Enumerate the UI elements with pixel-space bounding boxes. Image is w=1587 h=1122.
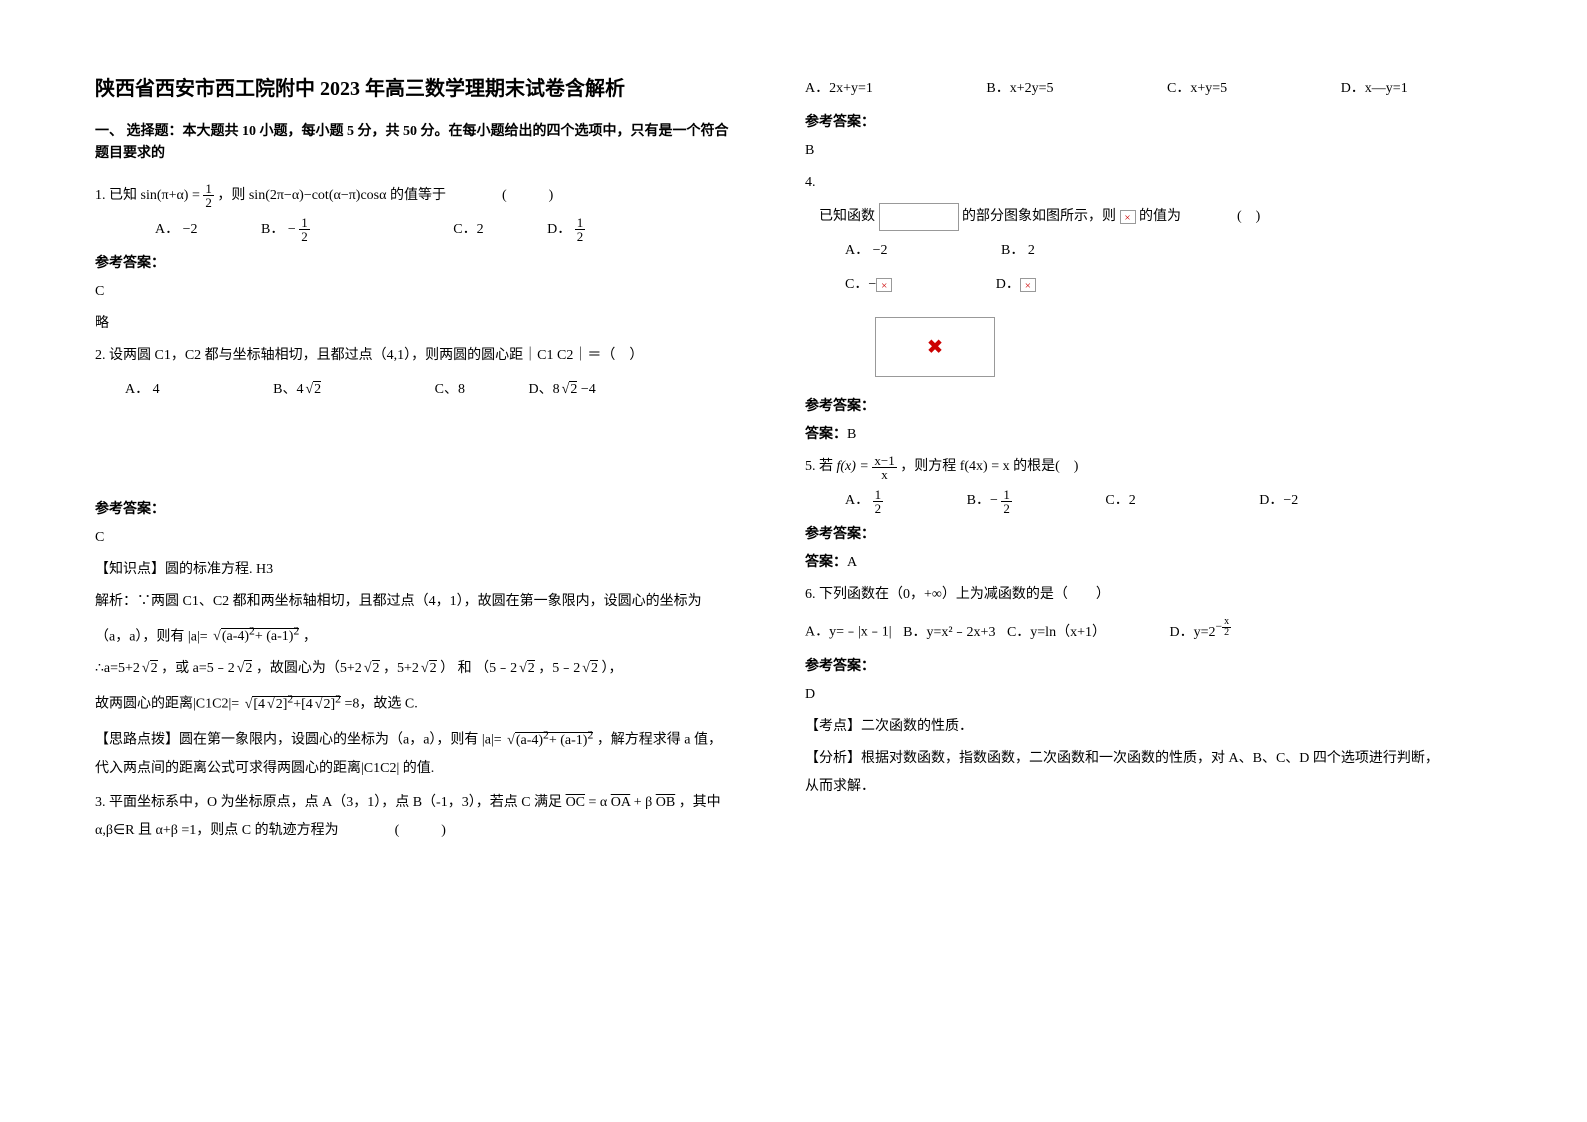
q4-stem: 已知函数 的部分图象如图所示，则 × 的值为 ( ) (805, 203, 1445, 231)
q1-optB-pre: B． (261, 222, 284, 237)
q5-frac: x−1 x (872, 454, 896, 481)
q3-optC: C．x+y=5 (1167, 75, 1227, 103)
broken-image-icon: × (1120, 210, 1136, 224)
q2-p1: 【知识点】圆的标准方程. H3 (95, 556, 735, 584)
q3-options: A．2x+y=1 B．x+2y=5 C．x+y=5 D．x—y=1 (805, 75, 1445, 103)
q2-optD-tail: −4 (577, 382, 595, 397)
section-1-heading: 一、 选择题：本大题共 10 小题，每小题 5 分，共 50 分。在每小题给出的… (95, 121, 735, 166)
sqrt-icon: 2 (517, 655, 535, 683)
q2-optD: D、8 (529, 382, 560, 397)
sqrt-icon: 2 (362, 655, 380, 683)
left-column: 陕西省西安市西工院附中 2023 年高三数学理期末试卷含解析 一、 选择题：本大… (95, 75, 735, 851)
q2-optA: A． 4 (125, 376, 160, 404)
q6-exp: −x2 (1216, 620, 1232, 633)
sqrt-icon: 2 (303, 376, 321, 404)
broken-image-icon: × (876, 278, 892, 292)
q2-options: A． 4 B、42 C、8 D、82 −4 (95, 376, 735, 404)
q4-options-2: C．−× D．× (805, 271, 1445, 299)
q6-p2: 【分析】根据对数函数，指数函数，二次函数和一次函数的性质，对 A、B、C、D 四… (805, 745, 1445, 801)
q4-optC: C．− (845, 277, 876, 292)
vector-ob: OB (656, 795, 675, 810)
q1-optB-frac: 1 2 (299, 216, 310, 243)
q1-optC: C．2 (453, 216, 483, 244)
q5-ans-label: 参考答案： (805, 523, 1445, 543)
q2-p4: 故两圆心的距离|C1C2|= [42]2+[42]2 =8，故选 C. (95, 687, 735, 719)
q4-optA: A． −2 (845, 237, 888, 265)
q3-ans-label: 参考答案： (805, 111, 1445, 131)
q1-ans-label: 参考答案： (95, 252, 735, 272)
q6-optC: C．y=ln（x+1） (1007, 625, 1106, 640)
q2-ans: C (95, 524, 735, 552)
q4-options-1: A． −2 B． 2 (805, 237, 1445, 265)
q6-ans-label: 参考答案： (805, 655, 1445, 675)
q2-optC: C、8 (435, 382, 465, 397)
q1-ans: C (95, 278, 735, 306)
q4-optB: B． 2 (1001, 243, 1035, 258)
q1-optA: A． −2 (155, 216, 198, 244)
sqrt-icon: [42]2+[42]2 (243, 687, 341, 719)
q1-frac: 1 2 (203, 182, 214, 209)
missing-image-icon (879, 203, 959, 231)
q1-stem: 1. 已知 sin(π+α) = 1 2 ，则 sin(2π−α)−cot(α−… (95, 182, 735, 210)
q5-optD: D．−2 (1259, 493, 1298, 508)
q1-optD-pre: D． (547, 222, 571, 237)
q2-p3: ∴a=5+22 ，或 a=5﹣22 ，故圆心为（5+22 ，5+22 ） 和 （… (95, 655, 735, 683)
q2-optB: B、4 (273, 382, 303, 397)
sqrt-icon: 2 (580, 655, 598, 683)
q6-p1: 【考点】二次函数的性质． (805, 713, 1445, 741)
q3-optA: A．2x+y=1 (805, 75, 873, 103)
q4-optD: D． (996, 277, 1020, 292)
q2-p2b: （a，a），则有 |a|= (a-4)2+ (a-1)2 ， (95, 620, 735, 652)
vector-oc: OC (566, 795, 585, 810)
q6-optA: A．y=﹣|x﹣1| (805, 625, 892, 640)
q1-optD-frac: 1 2 (575, 216, 586, 243)
q5-optC: C．2 (1105, 487, 1135, 515)
q5-optB-frac: 1 2 (1001, 488, 1012, 515)
q5-ans: 答案：A (805, 549, 1445, 577)
q3-stem: 3. 平面坐标系中，O 为坐标原点，点 A（3，1），点 B（-1，3），若点 … (95, 789, 735, 845)
q4-num: 4. (805, 169, 1445, 197)
q1-text-a: 1. 已知 (95, 188, 137, 203)
q4-ans-label: 参考答案： (805, 395, 1445, 415)
q6-options: A．y=﹣|x﹣1| B．y=x²﹣2x+3 C．y=ln（x+1） D．y=2… (805, 615, 1445, 647)
doc-title: 陕西省西安市西工院附中 2023 年高三数学理期末试卷含解析 (95, 75, 735, 103)
sqrt-icon: 2 (419, 655, 437, 683)
q5-optA-frac: 1 2 (873, 488, 884, 515)
q6-optB: B．y=x²﹣2x+3 (903, 625, 995, 640)
q2-stem: 2. 设两圆 C1，C2 都与坐标轴相切，且都过点（4,1），则两圆的圆心距｜C… (95, 342, 735, 370)
q3-ans: B (805, 137, 1445, 165)
q2-p5: 【思路点拨】圆在第一象限内，设圆心的坐标为（a，a），则有 |a|= (a-4)… (95, 723, 735, 783)
q4-ans: 答案：B (805, 421, 1445, 449)
q1-brief: 略 (95, 310, 735, 338)
q1-options: A． −2 B． − 1 2 C．2 D． 1 2 (95, 216, 735, 244)
right-column: A．2x+y=1 B．x+2y=5 C．x+y=5 D．x—y=1 参考答案： … (805, 75, 1445, 851)
broken-image-icon: × (1020, 278, 1036, 292)
q5-stem: 5. 若 f(x) = x−1 x ，则方程 f(4x) = x 的根是( ) (805, 453, 1445, 481)
q6-optD-pre: D．y=2 (1169, 625, 1215, 640)
sqrt-icon: 2 (140, 655, 158, 683)
q1-formula-1: sin(π+α) = (141, 188, 204, 203)
q5-options: A． 1 2 B．− 1 2 C．2 D．−2 (805, 487, 1445, 515)
q6-ans: D (805, 681, 1445, 709)
vector-oa: OA (611, 795, 630, 810)
q5-optA-pre: A． (845, 493, 869, 508)
q1-text-b: ，则 sin(2π−α)−cot(α−π)cosα 的值等于 ( ) (217, 188, 553, 203)
sqrt-icon: (a-4)2+ (a-1)2 (211, 620, 299, 652)
broken-figure-icon (875, 317, 995, 377)
sqrt-icon: 2 (235, 655, 253, 683)
q3-optB: B．x+2y=5 (986, 75, 1053, 103)
q2-ans-label: 参考答案： (95, 498, 735, 518)
q3-optD: D．x—y=1 (1341, 81, 1408, 96)
sqrt-icon: 2 (560, 376, 578, 404)
sqrt-icon: (a-4)2+ (a-1)2 (505, 723, 593, 755)
q1-optB-neg: − (288, 222, 296, 237)
q5-optB-pre: B．− (967, 493, 998, 508)
q2-p2: 解析：∵两圆 C1、C2 都和两坐标轴相切，且都过点（4，1），故圆在第一象限内… (95, 588, 735, 616)
q6-stem: 6. 下列函数在（0，+∞）上为减函数的是（ ） (805, 581, 1445, 609)
